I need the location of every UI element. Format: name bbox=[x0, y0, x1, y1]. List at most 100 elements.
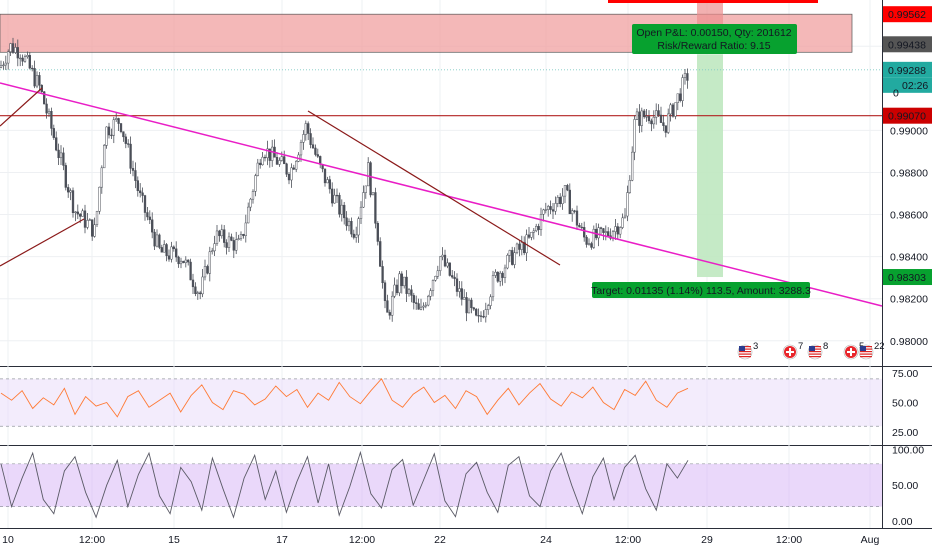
candle-body bbox=[568, 189, 571, 215]
rsi-line bbox=[0, 378, 689, 418]
candle-body bbox=[35, 75, 39, 87]
candle-body bbox=[117, 118, 120, 124]
candle-body bbox=[323, 168, 327, 184]
candle-body bbox=[547, 206, 550, 210]
candle-body bbox=[463, 297, 466, 300]
x-tick-label: 12:00 bbox=[615, 534, 641, 546]
candle-body bbox=[628, 179, 631, 193]
candle-body bbox=[307, 123, 310, 134]
candle-body bbox=[81, 210, 84, 217]
candle-body bbox=[542, 209, 545, 215]
candle-body bbox=[76, 211, 79, 215]
ch-flag-icon[interactable] bbox=[843, 344, 859, 360]
candle-body bbox=[43, 91, 46, 105]
stoch-rsi-tick-label: 100.00 bbox=[892, 445, 924, 457]
candle-body bbox=[259, 162, 262, 166]
x-tick-label: 17 bbox=[276, 534, 288, 546]
stop-price-label-box bbox=[883, 6, 932, 23]
candle-body bbox=[165, 244, 168, 257]
candle-body bbox=[136, 180, 139, 192]
candle-body bbox=[52, 128, 55, 138]
candle-body bbox=[107, 126, 111, 136]
candle-body bbox=[429, 290, 432, 297]
flag-stripe bbox=[809, 351, 821, 353]
entry-price-label: 0.99070 bbox=[888, 111, 926, 123]
candle-body bbox=[506, 254, 509, 269]
candle-body bbox=[571, 210, 574, 215]
candle-body bbox=[31, 67, 34, 70]
candle-body bbox=[187, 259, 190, 263]
candle-body bbox=[311, 144, 315, 149]
x-tick-label: 24 bbox=[540, 534, 552, 546]
candle-body bbox=[285, 163, 288, 175]
candle-body bbox=[350, 221, 353, 235]
us-flag-icon[interactable] bbox=[737, 344, 753, 360]
flag-stripe bbox=[739, 353, 751, 355]
candle-body bbox=[271, 146, 274, 161]
candle-body bbox=[218, 230, 221, 237]
risk-reward-text: Risk/Reward Ratio: 9.15 bbox=[657, 40, 770, 52]
candle-body bbox=[379, 241, 382, 267]
event-flag-count: 8 bbox=[823, 341, 828, 352]
us-flag-icon[interactable] bbox=[807, 344, 823, 360]
candle-body bbox=[105, 126, 108, 146]
target-text: Target: 0.01135 (1.14%) 113.5, Amount: 3… bbox=[591, 285, 811, 297]
candle-body bbox=[335, 194, 339, 197]
candlestick-series bbox=[0, 37, 689, 323]
candle-body bbox=[393, 284, 396, 297]
candle-body bbox=[671, 104, 675, 117]
profit-zone bbox=[697, 54, 723, 278]
candle-body bbox=[451, 275, 454, 278]
candle-body bbox=[499, 272, 502, 282]
candle-body bbox=[83, 210, 87, 228]
candle-body bbox=[412, 295, 415, 303]
candle-body bbox=[129, 143, 132, 169]
candle-body bbox=[597, 227, 600, 239]
stoch-rsi-tick-label: 0.00 bbox=[892, 516, 913, 528]
flag-stripe bbox=[739, 351, 751, 353]
candle-body bbox=[535, 226, 538, 232]
candle-body bbox=[640, 110, 643, 126]
candle-body bbox=[477, 315, 480, 317]
candle-body bbox=[482, 316, 485, 318]
trendline-support bbox=[0, 218, 85, 267]
candle-body bbox=[587, 243, 591, 245]
candle-body bbox=[314, 147, 317, 155]
candle-body bbox=[235, 239, 238, 251]
candle-body bbox=[443, 254, 447, 267]
us-flag-icon[interactable] bbox=[858, 344, 874, 360]
last-price-label: 0.99288 bbox=[888, 65, 926, 77]
candle-body bbox=[69, 190, 72, 193]
candle-body bbox=[400, 273, 403, 287]
candle-body bbox=[686, 73, 689, 81]
x-tick-label: 12:00 bbox=[79, 534, 105, 546]
x-tick-label: Aug bbox=[861, 534, 880, 546]
candle-body bbox=[511, 250, 514, 265]
entry-price-label-box bbox=[883, 107, 932, 124]
candle-body bbox=[299, 142, 303, 156]
candle-body bbox=[328, 179, 331, 190]
candle-body bbox=[16, 47, 19, 59]
candle-body bbox=[575, 210, 579, 226]
candle-body bbox=[520, 242, 523, 250]
countdown-box bbox=[883, 77, 932, 93]
candle-body bbox=[309, 133, 312, 145]
candle-body bbox=[573, 210, 576, 212]
ch-flag-icon[interactable] bbox=[782, 344, 798, 360]
candle-body bbox=[227, 236, 231, 248]
candle-body bbox=[592, 228, 595, 248]
candle-body bbox=[338, 194, 341, 215]
candle-body bbox=[470, 299, 473, 308]
candle-body bbox=[55, 137, 58, 151]
candle-body bbox=[225, 242, 228, 248]
last-price-label-box bbox=[883, 61, 932, 78]
candle-body bbox=[251, 191, 255, 200]
rsi-band bbox=[0, 378, 882, 427]
candle-body bbox=[381, 266, 384, 284]
candle-body bbox=[230, 236, 233, 241]
candle-body bbox=[160, 247, 163, 253]
candle-body bbox=[631, 151, 634, 181]
flag-canton bbox=[860, 346, 866, 351]
candle-body bbox=[14, 47, 17, 53]
